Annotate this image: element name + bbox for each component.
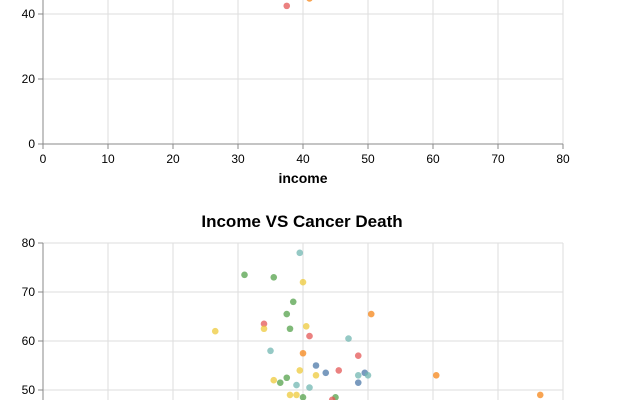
y-tick-label: 80 (22, 236, 36, 250)
grid-lines (42, 0, 564, 145)
x-tick-label: 80 (556, 152, 570, 166)
data-point (293, 391, 300, 399)
data-point (306, 0, 313, 2)
data-point (260, 325, 268, 333)
grid-lines (42, 242, 564, 400)
y-tick-label: 0 (28, 137, 35, 151)
x-tick-label: 20 (166, 152, 180, 166)
data-point (302, 323, 310, 330)
x-tick-label: 0 (40, 152, 47, 166)
data-point (322, 369, 330, 377)
data-point (283, 2, 291, 10)
data-point (328, 396, 336, 400)
data-point (306, 332, 313, 340)
x-tick-label: 70 (491, 152, 505, 166)
y-tick-label: 70 (22, 285, 36, 299)
x-tick-label: 40 (296, 152, 310, 166)
y-axis-ticks: 0 20 40 (22, 0, 44, 151)
data-point (354, 379, 362, 386)
data-point (283, 374, 291, 382)
data-point (299, 394, 307, 400)
x-axis-title: income (278, 170, 327, 186)
y-axis-ticks: 50 60 70 80 (22, 236, 44, 400)
data-point (270, 274, 278, 281)
data-point (367, 310, 375, 318)
y-tick-label: 20 (22, 72, 36, 86)
data-point (211, 327, 219, 335)
data-point (286, 391, 294, 399)
data-point (241, 271, 248, 279)
data-points (211, 249, 544, 400)
chart-title: Income VS Cancer Death (201, 212, 402, 231)
data-point (267, 347, 274, 355)
data-point (354, 372, 362, 379)
data-point (312, 362, 320, 369)
data-points (283, 0, 313, 10)
data-point (306, 384, 313, 391)
data-point (276, 379, 284, 386)
data-point (432, 372, 440, 379)
data-point (283, 310, 291, 318)
data-point (335, 367, 343, 374)
data-point (260, 320, 268, 328)
x-axis: 0 10 20 30 40 50 60 70 80 (40, 143, 570, 166)
data-point (299, 349, 307, 357)
data-point (354, 352, 362, 360)
y-tick-label: 50 (22, 383, 36, 397)
data-point (296, 249, 304, 257)
x-tick-label: 60 (426, 152, 440, 166)
data-point (270, 376, 278, 384)
x-tick-label: 10 (101, 152, 115, 166)
data-point (312, 372, 320, 379)
data-point (364, 372, 372, 379)
data-point (299, 278, 307, 286)
data-point (289, 298, 297, 306)
income-vs-cancer-death-chart: Income VS Cancer Death 50 60 70 80 (22, 212, 564, 400)
data-point (293, 381, 300, 389)
y-tick-label: 40 (22, 7, 36, 21)
data-point (296, 367, 304, 374)
y-tick-label: 60 (22, 334, 36, 348)
x-tick-label: 50 (361, 152, 375, 166)
data-point (345, 335, 352, 342)
data-point (536, 391, 544, 399)
data-point (286, 325, 294, 333)
income-scatter-chart: 0 10 20 30 40 50 60 70 80 0 20 40 income (22, 0, 570, 186)
x-tick-label: 30 (231, 152, 245, 166)
